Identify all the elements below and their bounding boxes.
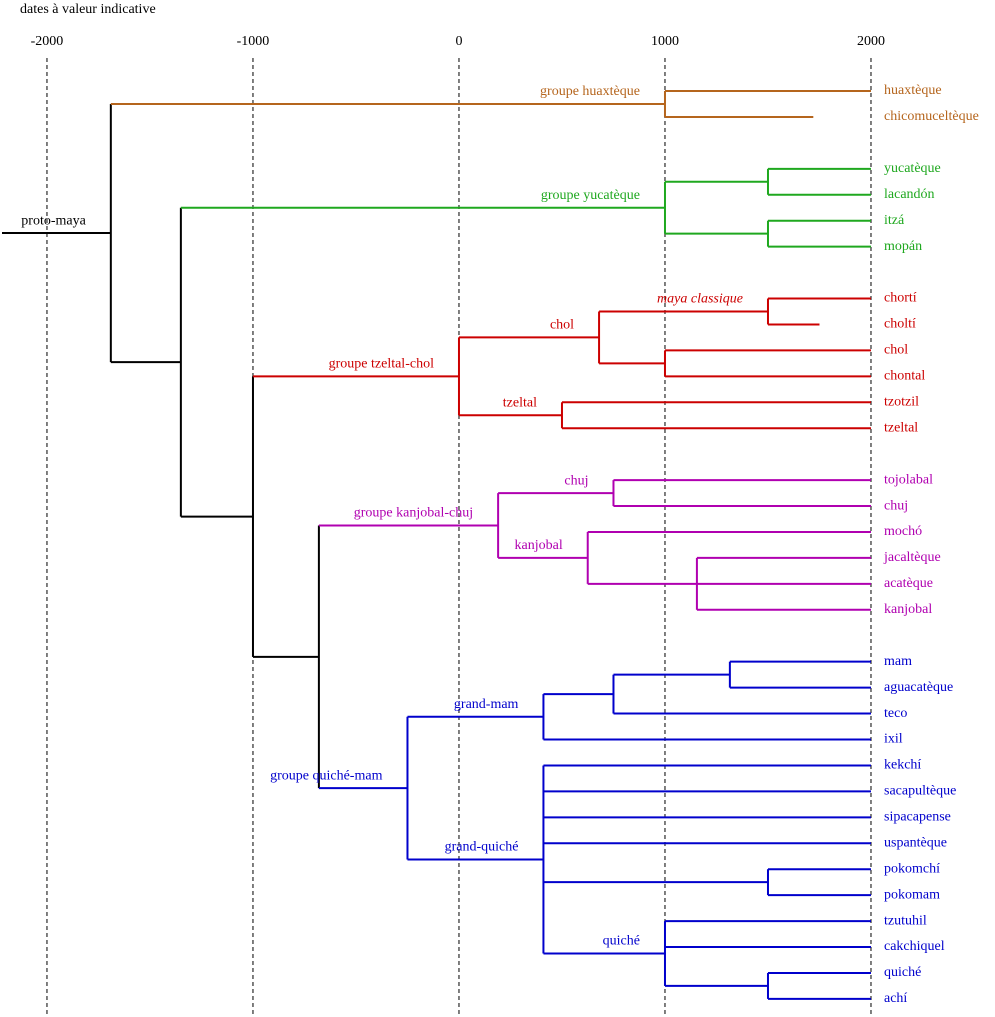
leaf-label: mam bbox=[884, 654, 912, 669]
leaf-label: chortí bbox=[884, 291, 917, 306]
x-tick-label: 0 bbox=[455, 34, 462, 49]
leaf-label: acatèque bbox=[884, 576, 933, 591]
leaf-label: chontal bbox=[884, 369, 925, 384]
clade-label: groupe quiché-mam bbox=[270, 768, 382, 783]
axis-title: dates à valeur indicative bbox=[20, 2, 156, 17]
leaf-label: achí bbox=[884, 991, 907, 1006]
clade-label: tzeltal bbox=[503, 395, 537, 410]
clade-label: groupe tzeltal-chol bbox=[329, 357, 434, 372]
x-tick-label: 1000 bbox=[651, 34, 679, 49]
leaf-label: chuj bbox=[884, 498, 908, 513]
leaf-label: kanjobal bbox=[884, 602, 932, 617]
clade-label: groupe huaxtèque bbox=[540, 84, 640, 99]
clade-label: grand-mam bbox=[454, 697, 519, 712]
leaf-label: tzotzil bbox=[884, 394, 919, 409]
x-tick-label: 2000 bbox=[857, 34, 885, 49]
x-tick-label: -1000 bbox=[237, 34, 270, 49]
clade-label: grand-quiché bbox=[445, 840, 519, 855]
leaf-label: jacaltèque bbox=[883, 550, 941, 565]
leaf-label: itzá bbox=[884, 213, 905, 228]
leaf-label: quiché bbox=[884, 965, 921, 980]
leaf-label: huaxtèque bbox=[884, 83, 942, 98]
leaf-label: mochó bbox=[884, 524, 922, 539]
leaf-label: pokomchí bbox=[884, 861, 940, 876]
clade-label: groupe kanjobal-chuj bbox=[354, 506, 473, 521]
leaf-label: tzeltal bbox=[884, 420, 918, 435]
clade-label: chuj bbox=[564, 473, 588, 488]
clade-label: maya classique bbox=[657, 292, 743, 307]
leaf-label: sacapultèque bbox=[884, 784, 956, 799]
leaf-label: mopán bbox=[884, 239, 922, 254]
leaf-label: tzutuhil bbox=[884, 913, 927, 928]
leaf-label: teco bbox=[884, 706, 907, 721]
leaf-label: choltí bbox=[884, 317, 916, 332]
leaf-label: cakchiquel bbox=[884, 939, 945, 954]
leaf-label: tojolabal bbox=[884, 472, 933, 487]
clade-label: kanjobal bbox=[515, 538, 563, 553]
leaf-label: uspantèque bbox=[884, 835, 947, 850]
leaf-label: yucatèque bbox=[884, 161, 941, 176]
leaf-label: lacandón bbox=[884, 187, 935, 202]
clade-label: proto-maya bbox=[21, 213, 86, 228]
leaf-label: chicomuceltèque bbox=[884, 109, 979, 124]
leaf-label: sipacapense bbox=[884, 810, 951, 825]
leaf-label: chol bbox=[884, 343, 908, 358]
leaf-label: ixil bbox=[884, 732, 903, 747]
x-tick-label: -2000 bbox=[31, 34, 64, 49]
clade-label: chol bbox=[550, 318, 574, 333]
leaf-label: aguacatèque bbox=[884, 680, 953, 695]
leaf-label: pokomam bbox=[884, 887, 940, 902]
leaf-label: kekchí bbox=[884, 758, 921, 773]
clade-label: groupe yucatèque bbox=[541, 188, 640, 203]
clade-label: quiché bbox=[603, 934, 640, 949]
